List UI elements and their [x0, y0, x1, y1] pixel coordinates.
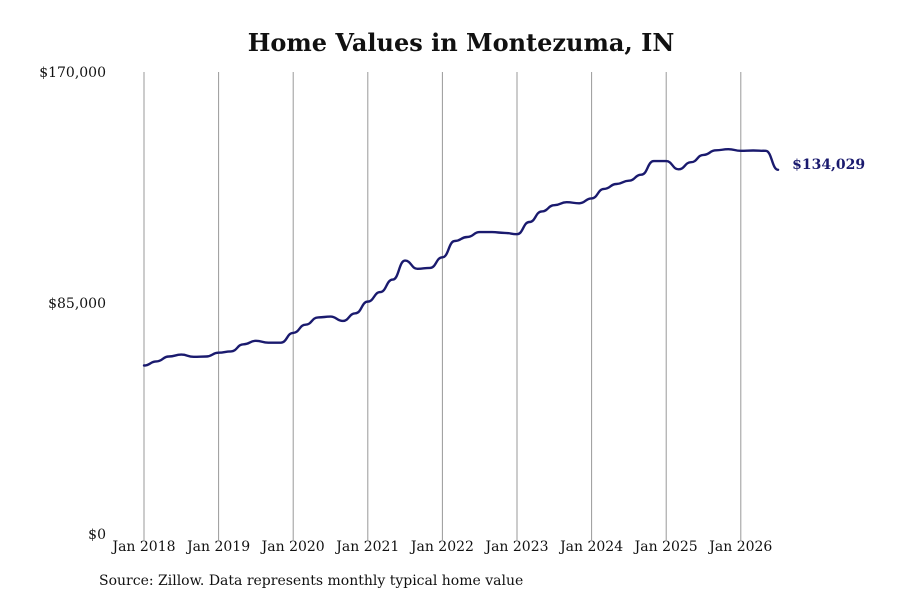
chart-title: Home Values in Montezuma, IN [247, 28, 675, 57]
x-tick-label: Jan 2020 [260, 539, 325, 555]
x-tick-label: Jan 2022 [409, 539, 474, 555]
y-tick-label: $170,000 [39, 65, 106, 81]
x-axis-ticks: Jan 2018 Jan 2019 Jan 2020 Jan 2021 Jan 2022… [110, 539, 772, 555]
source-note: Source: Zillow. Data represents monthly … [99, 573, 524, 589]
series-line [142, 148, 780, 367]
series-layer [142, 148, 780, 367]
x-tick-label: Jan 2018 [110, 539, 175, 555]
y-tick-label: $85,000 [48, 296, 106, 312]
end-value-label: $134,029 [792, 157, 865, 173]
x-tick-label: Jan 2023 [483, 539, 548, 555]
x-tick-label: Jan 2025 [633, 539, 698, 555]
grid-lines [143, 72, 742, 540]
x-tick-label: Jan 2019 [185, 539, 250, 555]
end-label-layer: $134,029 [792, 157, 865, 173]
x-tick-label: Jan 2024 [558, 539, 623, 555]
y-tick-label: $0 [88, 527, 106, 543]
x-tick-label: Jan 2021 [334, 539, 399, 555]
y-axis-ticks: $170,000 $85,000 $0 [39, 65, 106, 543]
x-tick-label: Jan 2026 [707, 539, 772, 555]
